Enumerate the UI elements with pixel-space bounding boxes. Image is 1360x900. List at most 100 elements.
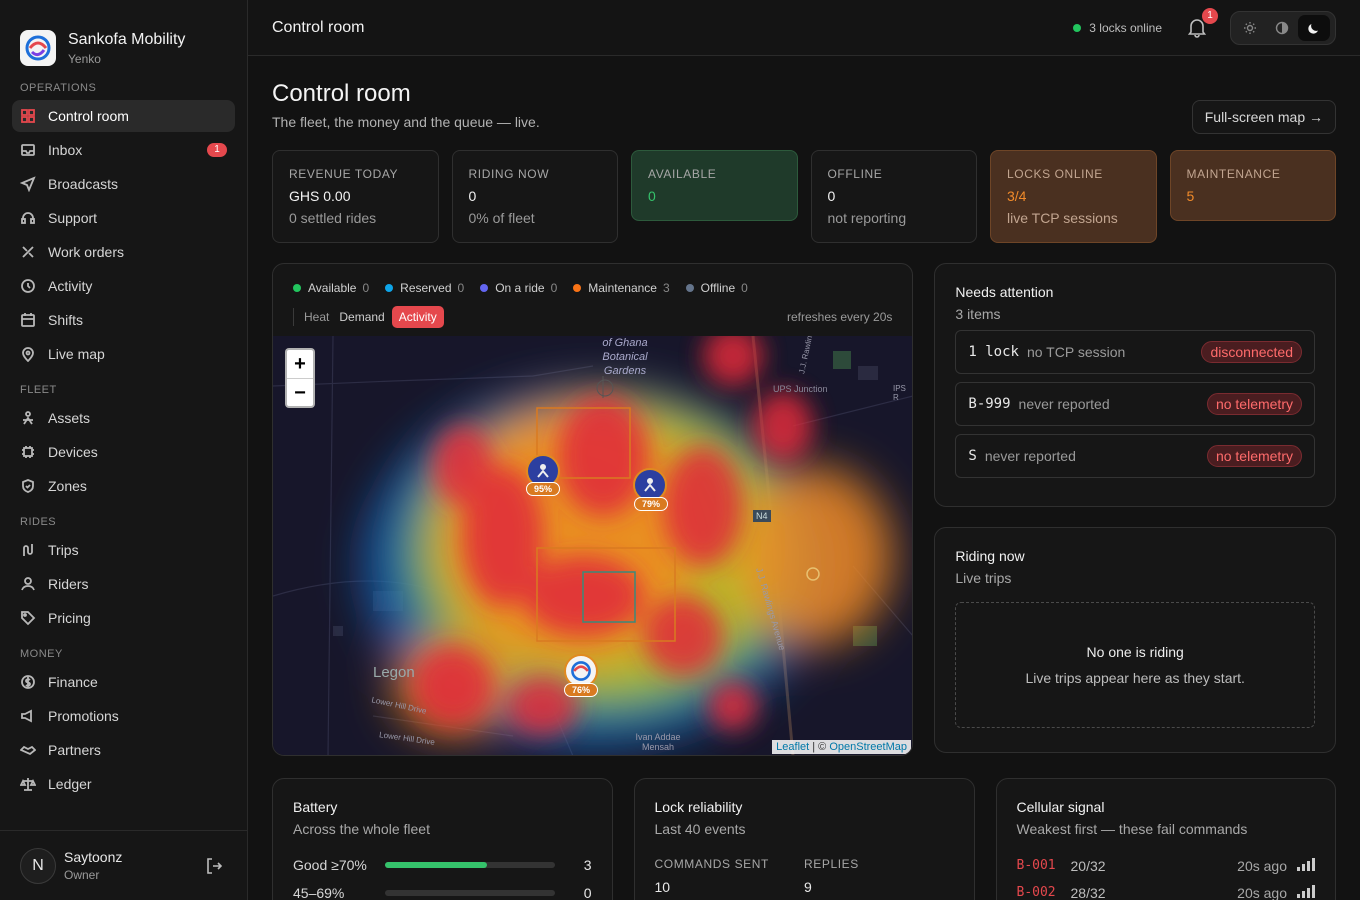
lock-subtitle: Last 40 events <box>654 821 746 837</box>
theme-switcher <box>1230 10 1336 45</box>
inbox-count-badge: 1 <box>207 143 227 157</box>
shield-icon <box>20 478 36 494</box>
bike-marker-3-battery: 76% <box>564 683 598 697</box>
sidebar-item-riders[interactable]: Riders <box>12 568 235 600</box>
bike-icon <box>20 410 36 426</box>
megaphone-icon <box>20 708 36 724</box>
replies-value: 9 <box>804 879 812 895</box>
sidebar-item-live-map[interactable]: Live map <box>12 338 235 370</box>
contrast-icon[interactable] <box>1266 15 1298 41</box>
map-label-ips: IPS R <box>893 384 906 402</box>
signal-row[interactable]: B-002 28/32 20s ago <box>1017 884 1315 900</box>
sidebar-item-assets[interactable]: Assets <box>12 402 235 434</box>
locks-online-text: 3 locks online <box>1089 20 1162 35</box>
topbar-title: Control room <box>272 18 365 36</box>
avatar[interactable]: N <box>20 847 56 884</box>
user-name: Saytoonz <box>64 849 123 865</box>
sidebar-item-devices[interactable]: Devices <box>12 436 235 468</box>
sidebar-item-work-orders[interactable]: Work orders <box>12 236 235 268</box>
sidebar-item-broadcasts[interactable]: Broadcasts <box>12 168 235 200</box>
sidebar-item-label: Support <box>48 210 98 226</box>
kpi-label: AVAILABLE <box>648 167 717 181</box>
moon-icon[interactable] <box>1298 14 1330 41</box>
sidebar-item-control-room[interactable]: Control room <box>12 100 235 132</box>
legend-offline[interactable]: Offline 0 <box>685 281 748 295</box>
main: Control room 3 locks online 1 Control ro <box>248 0 1360 900</box>
battery-row-label: 45–69% <box>293 885 345 900</box>
riding-now-title: Riding now <box>955 548 1025 564</box>
sidebar-item-ledger[interactable]: Ledger <box>12 768 235 800</box>
mode-activity[interactable]: Activity <box>391 306 444 328</box>
sidebar-item-trips[interactable]: Trips <box>12 534 235 566</box>
legend-label: Reserved <box>400 281 452 295</box>
sun-icon[interactable] <box>1234 15 1266 41</box>
osm-link[interactable]: OpenStreetMap <box>829 741 907 753</box>
empty-title: No one is riding <box>1086 644 1184 660</box>
notifications-button[interactable]: 1 <box>1186 7 1218 40</box>
locks-online-status: 3 locks online <box>1073 21 1162 35</box>
riding-now-subtitle: Live trips <box>955 570 1012 586</box>
mode-heat[interactable]: Heat <box>304 310 330 324</box>
battery-row-count: 0 <box>583 885 592 900</box>
signal-row[interactable]: B-001 20/32 20s ago <box>1017 857 1315 874</box>
grid-icon <box>20 108 36 124</box>
sidebar-item-inbox[interactable]: Inbox 1 <box>12 134 235 166</box>
logout-icon[interactable] <box>205 857 223 880</box>
sidebar-nav: OPERATIONS Control room Inbox 1 Broadcasts Su… <box>0 78 247 800</box>
fullscreen-map-button[interactable]: Full-screen map → <box>1191 100 1336 134</box>
sidebar-item-label: Finance <box>48 674 98 690</box>
legend-count: 3 <box>662 281 670 295</box>
nav-section-rides: RIDES <box>20 516 57 528</box>
mode-demand[interactable]: Demand <box>339 310 385 324</box>
sidebar-item-support[interactable]: Support <box>12 202 235 234</box>
map-card: Available 0 Reserved 0 On a ride 0 Maintenance… <box>272 263 914 756</box>
signal-strength: 28/32 <box>1070 884 1106 900</box>
kpi-maintenance: MAINTENANCE 5 <box>1169 150 1336 221</box>
sidebar-item-partners[interactable]: Partners <box>12 734 235 766</box>
zoom-out-button[interactable]: − <box>294 382 306 404</box>
sidebar-item-label: Activity <box>48 278 93 294</box>
leaflet-link[interactable]: Leaflet <box>776 741 810 753</box>
sidebar-item-promotions[interactable]: Promotions <box>12 700 235 732</box>
kpi-offline: OFFLINE 0 not reporting <box>810 150 977 243</box>
route-icon <box>20 542 36 558</box>
bike-marker-2[interactable] <box>633 468 667 502</box>
map-label-ivan: Ivan Addae Mensah <box>635 732 681 752</box>
legend-maintenance[interactable]: Maintenance 3 <box>573 281 670 295</box>
replies-label: REPLIES <box>804 857 859 871</box>
cellular-signal-card: Cellular signal Weakest first — these fa… <box>995 778 1336 900</box>
pin-icon <box>20 346 36 362</box>
sidebar-item-zones[interactable]: Zones <box>12 470 235 502</box>
sidebar-item-finance[interactable]: Finance <box>12 666 235 698</box>
kpi-subtext: 0 settled rides <box>289 210 377 226</box>
zoom-in-button[interactable]: + <box>287 350 313 379</box>
tools-icon <box>20 244 36 260</box>
empty-subtitle: Live trips appear here as they start. <box>1025 670 1245 686</box>
legend-available[interactable]: Available 0 <box>293 281 369 295</box>
legend-reserved[interactable]: Reserved 0 <box>385 281 464 295</box>
needs-attention-card: Needs attention 3 items 1 lock no TCP ses… <box>934 263 1336 507</box>
needs-attention-title: Needs attention <box>955 284 1054 300</box>
bell-icon <box>1187 18 1207 38</box>
topbar: Control room 3 locks online 1 <box>248 0 1360 56</box>
battery-bar <box>385 862 555 868</box>
battery-title: Battery <box>293 799 338 815</box>
brand[interactable]: Sankofa Mobility Yenko <box>0 0 247 76</box>
attention-item-id: B-999 <box>968 396 1011 412</box>
attention-item[interactable]: 1 lock no TCP session disconnected <box>955 330 1315 374</box>
status-badge: no telemetry <box>1206 393 1302 415</box>
legend-dot-icon <box>293 284 301 292</box>
sidebar-item-label: Pricing <box>48 610 91 626</box>
legend-on-a-ride[interactable]: On a ride 0 <box>480 281 557 295</box>
sidebar-item-activity[interactable]: Activity <box>12 270 235 302</box>
kpi-subtext: 0% of fleet <box>468 210 535 226</box>
lock-reliability-card: Lock reliability Last 40 events COMMANDS… <box>633 778 975 900</box>
bike-marker-3[interactable] <box>564 654 598 688</box>
heatmap-map[interactable]: of Ghana Botanical Gardens Legon UPS Jun… <box>273 336 913 755</box>
sidebar-item-pricing[interactable]: Pricing <box>12 602 235 634</box>
legend-count: 0 <box>457 281 465 295</box>
sidebar-item-shifts[interactable]: Shifts <box>12 304 235 336</box>
sidebar-item-label: Live map <box>48 346 105 362</box>
attention-item[interactable]: B-999 never reported no telemetry <box>955 382 1315 426</box>
